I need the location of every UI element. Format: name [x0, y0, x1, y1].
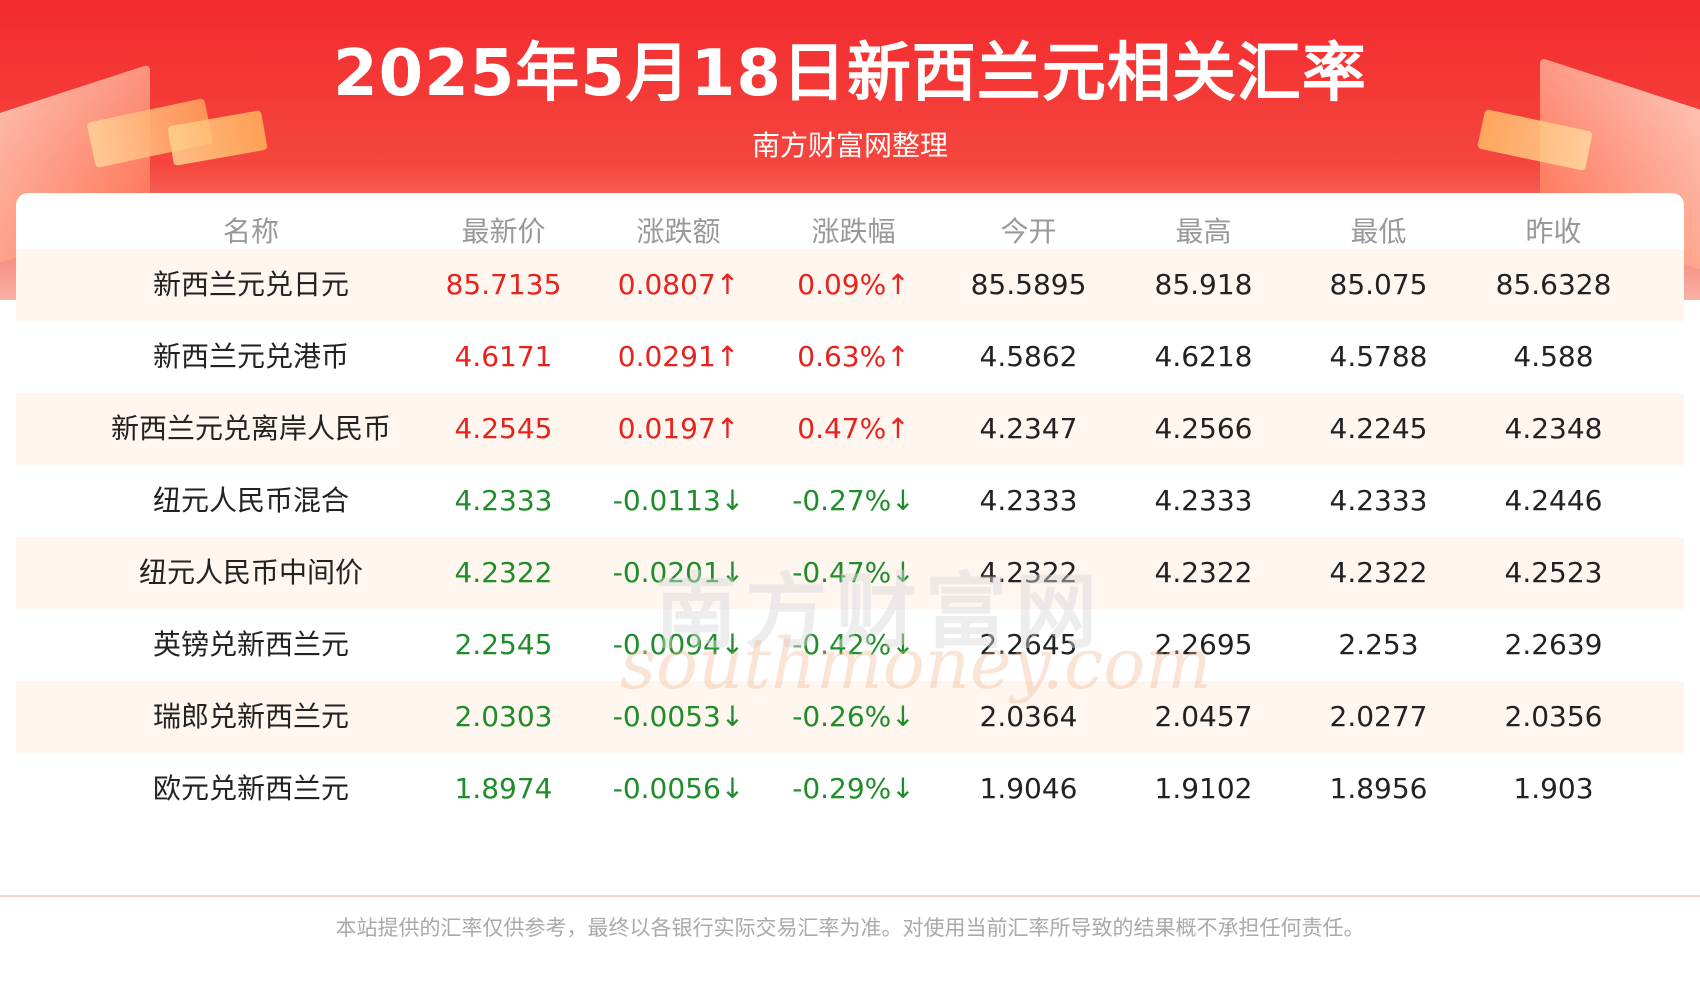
- row-prev-close: 85.6328: [1495, 268, 1612, 301]
- table-row: 新西兰元兑离岸人民币 4.2545 0.0197↑ 0.47%↑ 4.2347 4.256…: [16, 393, 1684, 465]
- row-latest: 4.2333: [454, 484, 553, 517]
- row-change: -0.0094↓: [612, 628, 745, 661]
- column-header-name: 名称: [222, 215, 279, 248]
- row-open: 4.2347: [979, 412, 1078, 445]
- table-row: 瑞郎兑新西兰元 2.0303 -0.0053↓ -0.26%↓ 2.0364 2.0457…: [16, 681, 1684, 753]
- row-name: 新西兰元兑日元: [152, 268, 349, 301]
- row-high: 85.918: [1154, 268, 1253, 301]
- row-change: 0.0807↑: [617, 268, 740, 301]
- row-name: 英镑兑新西兰元: [152, 628, 349, 661]
- row-high: 4.6218: [1154, 340, 1253, 373]
- row-change-pct: 0.63%↑: [797, 340, 910, 373]
- row-open: 4.5862: [979, 340, 1078, 373]
- row-prev-close: 2.0356: [1504, 700, 1603, 733]
- row-prev-close: 1.903: [1513, 772, 1594, 805]
- row-high: 4.2333: [1154, 484, 1253, 517]
- table-row: 纽元人民币中间价 4.2322 -0.0201↓ -0.47%↓ 4.2322 4.232…: [16, 537, 1684, 609]
- row-high: 4.2566: [1154, 412, 1253, 445]
- row-low: 2.0277: [1329, 700, 1428, 733]
- row-name: 纽元人民币混合: [152, 484, 349, 517]
- row-latest: 4.6171: [454, 340, 553, 373]
- row-latest: 4.2545: [454, 412, 553, 445]
- footer-divider: [0, 895, 1700, 897]
- row-change-pct: -0.27%↓: [792, 484, 915, 517]
- row-open: 4.2333: [979, 484, 1078, 517]
- disclaimer-text: 本站提供的汇率仅供参考，最终以各银行实际交易汇率为准。对使用当前汇率所导致的结果…: [335, 916, 1365, 940]
- column-header-latest: 最新价: [461, 215, 546, 248]
- row-change-pct: -0.42%↓: [792, 628, 915, 661]
- row-prev-close: 4.2523: [1504, 556, 1603, 589]
- row-prev-close: 4.2348: [1504, 412, 1603, 445]
- row-change-pct: 0.09%↑: [797, 268, 910, 301]
- table-row: 英镑兑新西兰元 2.2545 -0.0094↓ -0.42%↓ 2.2645 2.2695…: [16, 609, 1684, 681]
- row-name: 纽元人民币中间价: [138, 556, 363, 589]
- table-row: 纽元人民币混合 4.2333 -0.0113↓ -0.27%↓ 4.2333 4.2333…: [16, 465, 1684, 537]
- row-change-pct: -0.29%↓: [792, 772, 915, 805]
- table-header-row: 名称 最新价 涨跌额 涨跌幅 今开 最高 最低 昨收: [16, 193, 1684, 271]
- column-header-prev-close: 昨收: [1525, 215, 1582, 248]
- rates-table: 名称 最新价 涨跌额 涨跌幅 今开 最高 最低 昨收 新西兰元兑日元 85.713…: [16, 193, 1684, 898]
- row-change-pct: -0.47%↓: [792, 556, 915, 589]
- row-change: 0.0291↑: [617, 340, 740, 373]
- row-name: 新西兰元兑港币: [152, 340, 349, 373]
- row-open: 4.2322: [979, 556, 1078, 589]
- row-change: -0.0113↓: [612, 484, 745, 517]
- column-header-change: 涨跌额: [636, 215, 721, 248]
- row-name: 新西兰元兑离岸人民币: [110, 412, 391, 445]
- column-header-high: 最高: [1175, 215, 1232, 248]
- row-name: 欧元兑新西兰元: [152, 772, 349, 805]
- row-latest: 2.0303: [454, 700, 553, 733]
- row-latest: 2.2545: [454, 628, 553, 661]
- table-row: 新西兰元兑港币 4.6171 0.0291↑ 0.63%↑ 4.5862 4.6218 4.…: [16, 321, 1684, 393]
- row-latest: 4.2322: [454, 556, 553, 589]
- row-change-pct: 0.47%↑: [797, 412, 910, 445]
- row-change: 0.0197↑: [617, 412, 740, 445]
- row-prev-close: 4.2446: [1504, 484, 1603, 517]
- row-prev-close: 2.2639: [1504, 628, 1603, 661]
- column-header-low: 最低: [1350, 215, 1407, 248]
- row-low: 4.5788: [1329, 340, 1428, 373]
- row-open: 85.5895: [970, 268, 1087, 301]
- row-latest: 85.7135: [445, 268, 562, 301]
- row-change: -0.0201↓: [612, 556, 745, 589]
- row-low: 4.2245: [1329, 412, 1428, 445]
- row-prev-close: 4.588: [1513, 340, 1594, 373]
- table-row: 欧元兑新西兰元 1.8974 -0.0056↓ -0.29%↓ 1.9046 1.9102…: [16, 753, 1684, 825]
- row-low: 1.8956: [1329, 772, 1428, 805]
- row-open: 2.2645: [979, 628, 1078, 661]
- row-latest: 1.8974: [454, 772, 553, 805]
- page-subtitle: 南方财富网整理: [751, 129, 948, 162]
- row-low: 4.2322: [1329, 556, 1428, 589]
- row-low: 4.2333: [1329, 484, 1428, 517]
- column-header-open: 今开: [1000, 215, 1057, 248]
- row-low: 2.253: [1338, 628, 1419, 661]
- row-high: 2.0457: [1154, 700, 1253, 733]
- column-header-change-pct: 涨跌幅: [811, 215, 896, 248]
- row-open: 1.9046: [979, 772, 1078, 805]
- table-row: 新西兰元兑日元 85.7135 0.0807↑ 0.09%↑ 85.5895 85.918…: [16, 249, 1684, 321]
- row-high: 2.2695: [1154, 628, 1253, 661]
- row-change: -0.0053↓: [612, 700, 745, 733]
- row-high: 4.2322: [1154, 556, 1253, 589]
- row-high: 1.9102: [1154, 772, 1253, 805]
- row-change: -0.0056↓: [612, 772, 745, 805]
- row-name: 瑞郎兑新西兰元: [152, 700, 349, 733]
- row-change-pct: -0.26%↓: [792, 700, 915, 733]
- row-low: 85.075: [1329, 268, 1428, 301]
- row-open: 2.0364: [979, 700, 1078, 733]
- page-title: 2025年5月18日新西兰元相关汇率: [333, 37, 1367, 111]
